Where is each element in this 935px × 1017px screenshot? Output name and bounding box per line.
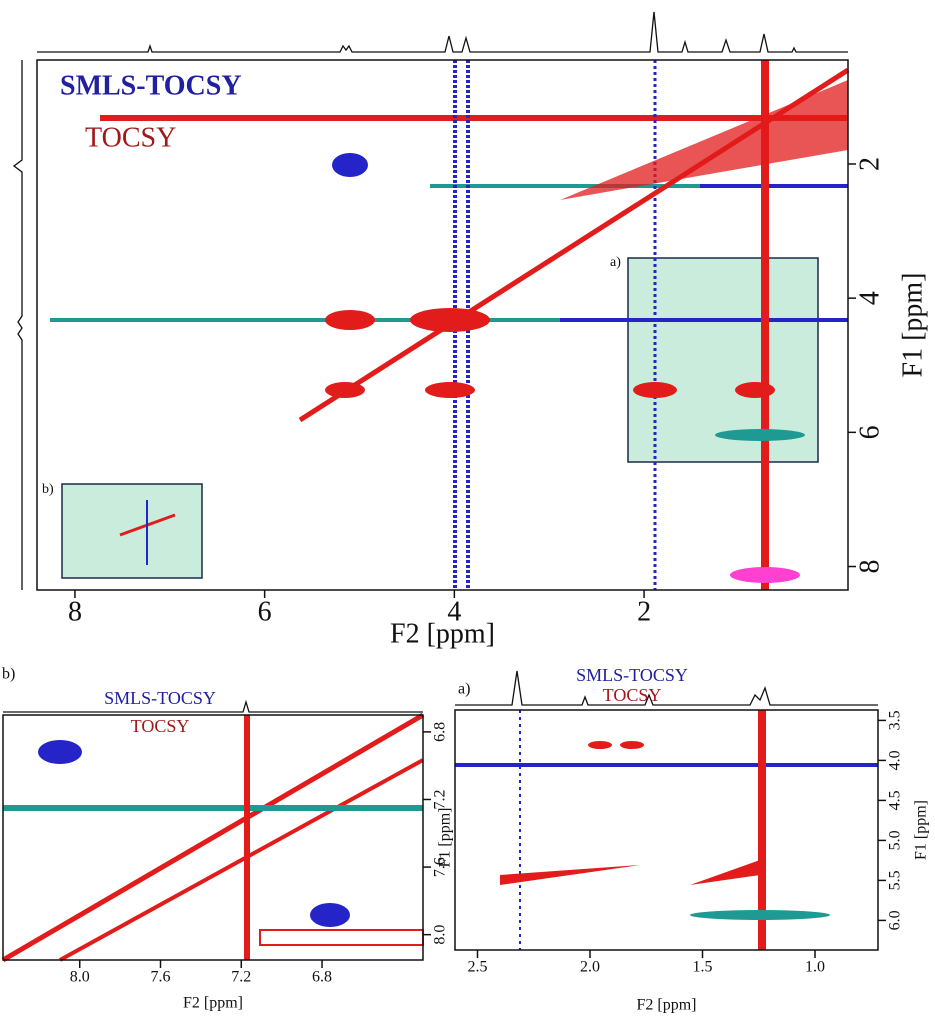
- y-tick-label: 6: [854, 425, 885, 439]
- legend-tocsy: TOCSY: [85, 122, 176, 153]
- panel-a-spectrum: [455, 670, 878, 950]
- x-tick-label: 4: [447, 596, 461, 627]
- x-tick-label: 1.0: [805, 959, 825, 976]
- y-axis-label: F1 [ppm]: [897, 273, 928, 378]
- legend-tocsy: TOCSY: [131, 716, 190, 736]
- y-tick-label: 4: [854, 291, 885, 305]
- plot-frame: [2, 714, 424, 961]
- x-tick-label: 7.2: [231, 969, 251, 986]
- legend-smls: SMLS-TOCSY: [60, 70, 242, 101]
- x-axis-label: F2 [ppm]: [637, 997, 697, 1014]
- y-axis-label: F1 [ppm]: [913, 800, 930, 860]
- y-tick-label: 3.5: [887, 710, 904, 730]
- y-tick-label: 7.6: [432, 857, 449, 877]
- y-tick-label: 7.2: [432, 789, 449, 809]
- x-tick-label: 8: [68, 596, 82, 627]
- y-tick-label: 8: [854, 560, 885, 574]
- main-spectrum: [12, 11, 850, 590]
- panel-tag: a): [458, 681, 470, 698]
- x-tick-label: 8.0: [70, 969, 90, 986]
- plot-frame: [454, 709, 879, 951]
- plot-frame: [36, 59, 849, 591]
- legend-smls: SMLS-TOCSY: [104, 688, 216, 708]
- inset-tag: b): [42, 482, 54, 497]
- x-tick-label: 6.8: [312, 969, 332, 986]
- panel-b-spectrum: [1, 699, 425, 963]
- inset-tag: a): [610, 255, 621, 270]
- x-axis-label: F2 [ppm]: [183, 995, 243, 1012]
- y-tick-label: 2: [854, 157, 885, 171]
- y-tick-label: 6.0: [887, 910, 904, 930]
- y-tick-label: 5.5: [887, 870, 904, 890]
- legend-smls: SMLS-TOCSY: [576, 665, 688, 685]
- y-tick-label: 4.5: [887, 790, 904, 810]
- y-tick-label: 8.0: [432, 925, 449, 945]
- y-tick-label: 4.0: [887, 750, 904, 770]
- x-axis-label: F2 [ppm]: [390, 618, 495, 649]
- x-tick-label: 2.0: [580, 959, 600, 976]
- x-tick-label: 7.6: [151, 969, 171, 986]
- legend-tocsy: TOCSY: [603, 685, 662, 705]
- x-tick-label: 2.5: [468, 959, 488, 976]
- y-tick-label: 5.0: [887, 830, 904, 850]
- y-tick-label: 6.8: [432, 722, 449, 742]
- y-axis-label: F1 [ppm]: [437, 808, 454, 868]
- panel-tag: b): [2, 666, 15, 683]
- x-tick-label: 6: [258, 596, 272, 627]
- x-tick-label: 1.5: [693, 959, 713, 976]
- x-tick-label: 2: [637, 596, 651, 627]
